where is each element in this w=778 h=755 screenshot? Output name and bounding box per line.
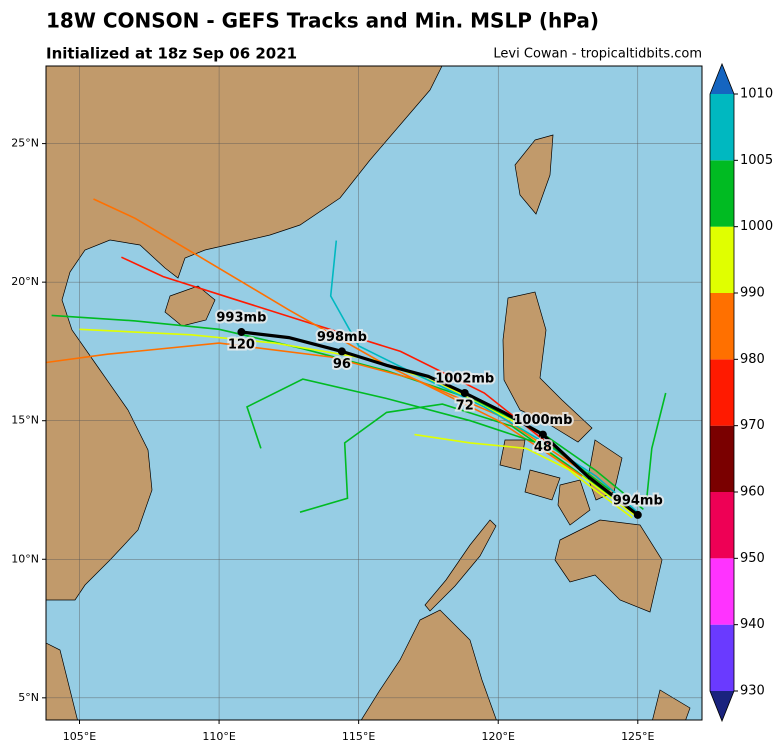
x-tick-label: 105°E [63, 730, 96, 743]
track-point [460, 389, 469, 397]
x-tick-label: 110°E [202, 730, 235, 743]
member-track [645, 392, 667, 504]
colorbar-segment [710, 558, 734, 625]
colorbar-under [710, 691, 734, 721]
map-frame [45, 65, 703, 721]
pressure-label: 998mb [317, 330, 367, 345]
colorbar-label: 930 [740, 684, 765, 699]
credit: Levi Cowan - tropicaltidbits.com [493, 47, 702, 62]
colorbar-segment [710, 160, 734, 227]
hour-label: 72 [456, 399, 474, 414]
mean-track [241, 330, 639, 517]
colorbar-segment [710, 226, 734, 293]
colorbar-segment [710, 293, 734, 360]
y-tick-label: 15°N [11, 414, 39, 427]
colorbar-segment [710, 492, 734, 559]
x-tick-label: 115°E [342, 730, 375, 743]
x-tick-label: 120°E [481, 730, 514, 743]
palawan [424, 519, 497, 612]
colorbar-label: 950 [740, 551, 765, 566]
y-tick-label: 25°N [11, 137, 39, 150]
member-track [46, 342, 639, 516]
track-point [538, 430, 547, 439]
pressure-label: 1000mb [513, 413, 572, 428]
track-point [237, 328, 246, 337]
y-tick-label: 5°N [18, 691, 39, 704]
pressure-label: 993mb [216, 311, 266, 326]
track-point [633, 510, 642, 519]
colorbar-label: 1010 [740, 87, 773, 102]
member-track [93, 198, 583, 477]
member-track [414, 433, 639, 519]
member-track [246, 378, 611, 491]
colorbar-label: 1005 [740, 153, 773, 168]
colorbar-label: 940 [740, 617, 765, 632]
y-tick-label: 20°N [11, 275, 39, 288]
member-track [329, 240, 642, 516]
pressure-label: 994mb [613, 493, 663, 508]
malay-peninsula [46, 642, 78, 720]
hour-label: 48 [534, 440, 552, 455]
track-point [337, 347, 346, 356]
map: 994mb 1000mb 48 1002mb 72 998mb 96 993mb 120 [46, 66, 702, 720]
x-tick-label: 125°E [621, 730, 654, 743]
colorbar-over [710, 64, 734, 94]
colorbar-segment [710, 624, 734, 691]
colorbar-label: 960 [740, 485, 765, 500]
colorbar-label: 1000 [740, 219, 773, 234]
panay [524, 469, 561, 501]
hour-label: 96 [333, 357, 351, 372]
colorbar-segment [710, 94, 734, 161]
hainan [164, 285, 216, 327]
mainland [46, 66, 443, 601]
luzon [502, 291, 593, 443]
member-track [299, 403, 633, 513]
colorbar-label: 980 [740, 352, 765, 367]
colorbar-label: 970 [740, 418, 765, 433]
taiwan [514, 134, 554, 215]
member-track [51, 314, 644, 511]
pressure-label: 1002mb [435, 372, 494, 387]
colorbar-segment [710, 425, 734, 492]
colorbar-label: 990 [740, 286, 765, 301]
y-tick-label: 10°N [11, 552, 39, 565]
subtitle: Initialized at 18z Sep 06 2021 [46, 45, 297, 63]
member-track [121, 256, 625, 505]
cebu-negros [557, 479, 591, 526]
sulawesi [652, 689, 691, 720]
hour-label: 120 [228, 338, 255, 353]
borneo [360, 609, 497, 720]
colorbar-segment [710, 359, 734, 426]
title: 18W CONSON - GEFS Tracks and Min. MSLP (… [46, 9, 599, 33]
mindanao [554, 519, 663, 613]
